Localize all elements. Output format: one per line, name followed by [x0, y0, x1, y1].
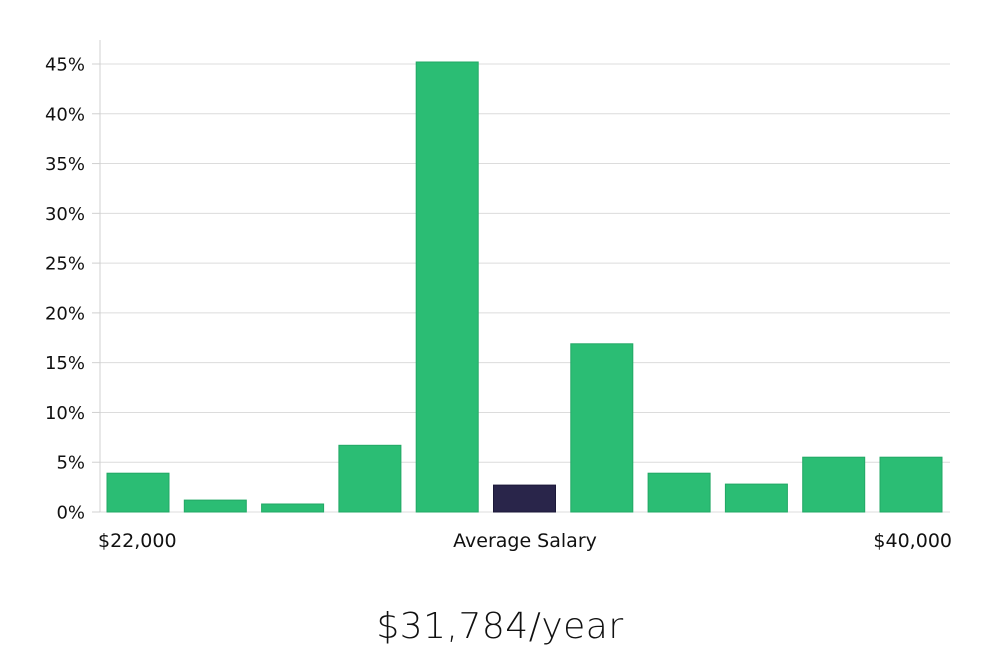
x-label-average-salary: Average Salary — [453, 530, 597, 552]
y-tick-label: 5% — [56, 453, 85, 474]
bar — [570, 343, 634, 513]
bar — [415, 61, 479, 513]
grid-lines — [100, 63, 950, 513]
x-label-min: $22,000 — [98, 530, 177, 552]
y-tick-label: 10% — [45, 403, 85, 424]
bar — [647, 472, 711, 513]
bar — [802, 456, 866, 513]
bar — [106, 472, 170, 513]
y-tick-label: 15% — [45, 353, 85, 374]
bar — [724, 483, 788, 513]
y-tick-label: 30% — [45, 204, 85, 225]
bar-average-salary — [493, 484, 556, 513]
average-salary-value: $31,784/year — [376, 606, 624, 647]
y-axis-ticks: 0% 5% 10% 15% 20% 25% 30% 35% 40% 45% — [45, 55, 100, 524]
bar — [338, 444, 402, 513]
y-tick-label: 35% — [45, 154, 85, 175]
chart-svg: 0% 5% 10% 15% 20% 25% 30% 35% 40% 45% $22,000 Ave… — [45, 40, 952, 552]
y-tick-label: 45% — [45, 55, 85, 76]
bar — [183, 499, 247, 513]
y-tick-label: 0% — [56, 503, 85, 524]
y-tick-label: 25% — [45, 254, 85, 275]
bars — [106, 61, 943, 513]
y-tick-label: 40% — [45, 104, 85, 125]
bar — [879, 456, 943, 513]
x-label-max: $40,000 — [873, 530, 952, 552]
y-tick-label: 20% — [45, 303, 85, 324]
x-axis-labels: $22,000 Average Salary $40,000 — [98, 530, 952, 552]
bar — [261, 503, 325, 513]
